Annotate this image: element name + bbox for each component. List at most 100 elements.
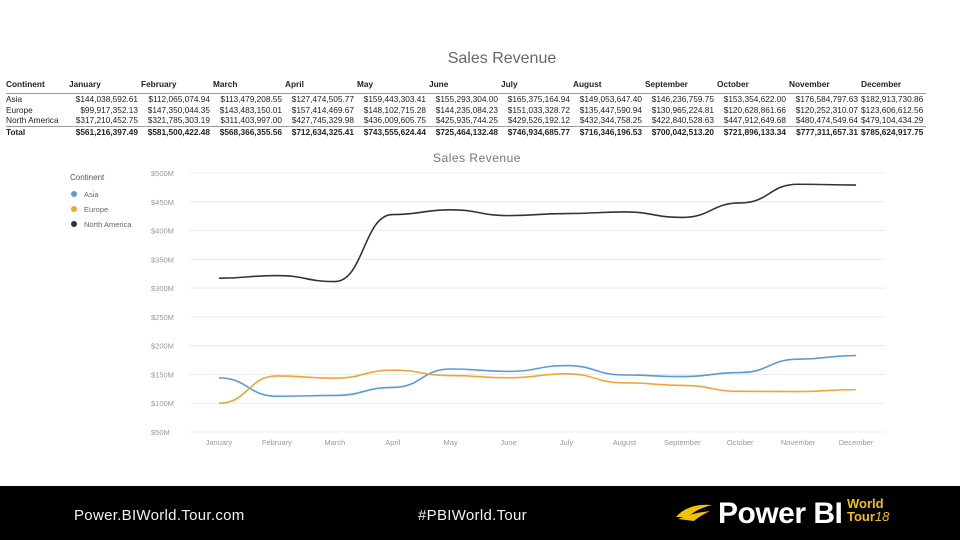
table-header-september[interactable]: September [645,77,717,94]
logo-tour: Tour18 [847,510,889,523]
table-cell: $746,934,685.77 [501,125,573,137]
table-cell: $422,840,528.63 [651,115,714,126]
x-tick-label: July [560,438,574,447]
table-cell: $155,293,304.00 [435,94,498,105]
table-row-label: Europe [6,104,33,115]
table-header-december[interactable]: December [861,77,927,94]
series-line-asia [218,354,857,398]
table-cell: $157,414,469.67 [291,104,354,115]
table-header-july[interactable]: July [501,77,573,94]
y-tick-label: $350M [151,255,174,264]
table-header-january[interactable]: January [69,77,141,94]
table-cell: $700,042,513.20 [645,125,717,137]
x-tick-label: October [727,438,754,447]
table-cell: $182,913,730.86 [861,94,924,105]
table-cell: $153,354,622.00 [723,94,786,105]
table-row: North America $317,210,452.75 $321,785,303… [6,115,926,126]
table-cell: $436,009,605.75 [363,115,426,126]
table-cell: $785,624,917.75 [861,125,927,137]
table-cell: $480,474,549.64 [795,115,858,126]
table-cell: $165,375,164.94 [507,94,570,105]
revenue-table: Continent January February March April May Jun… [6,77,927,137]
table-row: Europe $99,917,352.13 $147,350,044.35 $143,… [6,105,926,116]
legend-item: Europe [84,205,108,214]
table-cell: $581,500,422.48 [141,125,213,137]
logo-tour-word: Tour [847,509,875,524]
footer-hashtag: #PBIWorld.Tour [418,507,527,524]
table-cell: $113,479,208.55 [220,94,282,105]
table-cell: $120,252,310.07 [795,104,858,115]
footer-bar: Power.BIWorld.Tour.com #PBIWorld.Tour Po… [0,486,960,540]
table-cell: $716,346,196.53 [573,125,645,137]
legend-item: Asia [84,190,99,199]
table-header-june[interactable]: June [429,77,501,94]
table-header-october[interactable]: October [717,77,789,94]
logo-year: 18 [874,509,890,524]
logo-swoosh-icon [676,504,712,521]
x-tick-label: March [324,438,345,447]
y-tick-label: $450M [151,198,174,207]
x-tick-label: November [781,438,816,447]
table-header-february[interactable]: February [141,77,213,94]
y-tick-label: $400M [151,227,174,236]
table-header-continent[interactable]: Continent [6,77,69,94]
table-cell: $151,033,328.72 [507,104,570,115]
table-cell: $568,366,355.56 [213,125,285,137]
table-cell: $311,403,997.00 [220,115,282,126]
table-cell: $112,065,074.94 [148,94,210,105]
table-cell: $120,628,861.66 [723,104,786,115]
sales-revenue-line-chart: Sales Revenue $50M $100M $150M $200M $250M $30… [70,151,885,447]
table-cell: $149,053,647.40 [579,94,642,105]
table-cell: $321,785,303.19 [147,115,210,126]
table-cell: $425,935,744.25 [435,115,498,126]
legend-marker [71,191,77,197]
table-row-label: Total [6,125,69,137]
series-line-north-america [218,183,857,283]
logo-world: World [847,496,884,511]
table-header-november[interactable]: November [789,77,861,94]
y-tick-label: $250M [151,313,174,322]
table-cell: $135,447,590.94 [579,104,642,115]
table-cell: $479,104,434.29 [861,115,924,126]
table-cell: $147,350,044.35 [147,104,210,115]
table-cell: $721,896,133.34 [717,125,789,137]
table-cell: $447,912,649.68 [723,115,786,126]
table-header-march[interactable]: March [213,77,285,94]
table-row: Asia $144,038,592.61 $112,065,074.94 $113,4… [6,94,926,105]
table-row-label: Asia [6,94,23,105]
table-cell: $743,555,624.44 [357,125,429,137]
series-line-europe [218,369,857,405]
table-cell: $777,311,657.31 [789,125,861,137]
logo-text: Power BI [718,497,843,530]
table-cell: $176,584,797.63 [795,94,858,105]
x-tick-label: February [262,438,292,447]
legend-title: Continent [70,173,105,182]
table-cell: $561,216,397.49 [69,125,141,137]
legend-marker [71,206,77,212]
table-cell: $159,443,303.41 [363,94,426,105]
y-tick-label: $100M [151,399,174,408]
table-cell: $725,464,132.48 [429,125,501,137]
table-cell: $144,038,592.61 [75,94,138,105]
table-cell: $432,344,758.25 [579,115,642,126]
x-tick-label: September [664,438,701,447]
table-cell: $99,917,352.13 [80,104,138,115]
legend-item: North America [84,220,132,229]
table-cell: $146,236,759.75 [651,94,714,105]
x-tick-label: May [444,438,458,447]
power-bi-world-tour-logo: Power BI World Tour18 [674,496,904,532]
table-cell: $130,965,224.81 [651,104,714,115]
table-cell: $317,210,452.75 [75,115,138,126]
table-header-may[interactable]: May [357,77,429,94]
table-header-april[interactable]: April [285,77,357,94]
table-cell: $148,102,715.28 [363,104,426,115]
table-cell: $127,474,505.77 [291,94,354,105]
footer-site-link[interactable]: Power.BIWorld.Tour.com [74,507,245,524]
x-tick-label: January [206,438,233,447]
table-header-august[interactable]: August [573,77,645,94]
y-tick-label: $500M [151,169,174,178]
x-tick-label: April [385,438,400,447]
x-tick-label: August [613,438,637,447]
table-cell: $427,745,329.98 [291,115,354,126]
table-cell: $144,235,084.23 [435,104,498,115]
